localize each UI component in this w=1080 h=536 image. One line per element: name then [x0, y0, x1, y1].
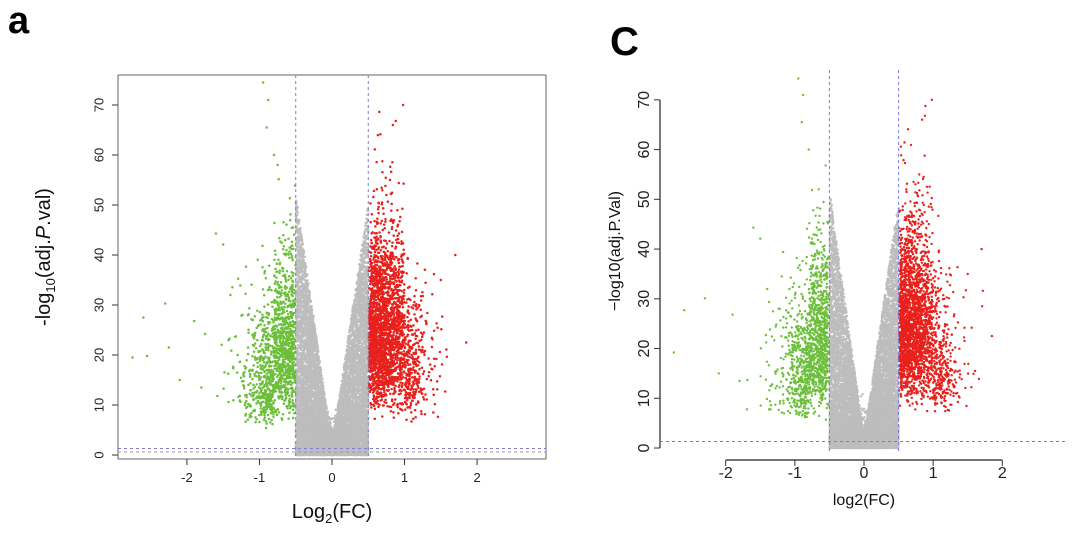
points-layer: [131, 81, 467, 456]
volcano-plots: 010203040506070-2 -1 0 1 2Log2(FC)-log10(adj…: [0, 0, 1080, 536]
plot-frame: [118, 75, 546, 459]
